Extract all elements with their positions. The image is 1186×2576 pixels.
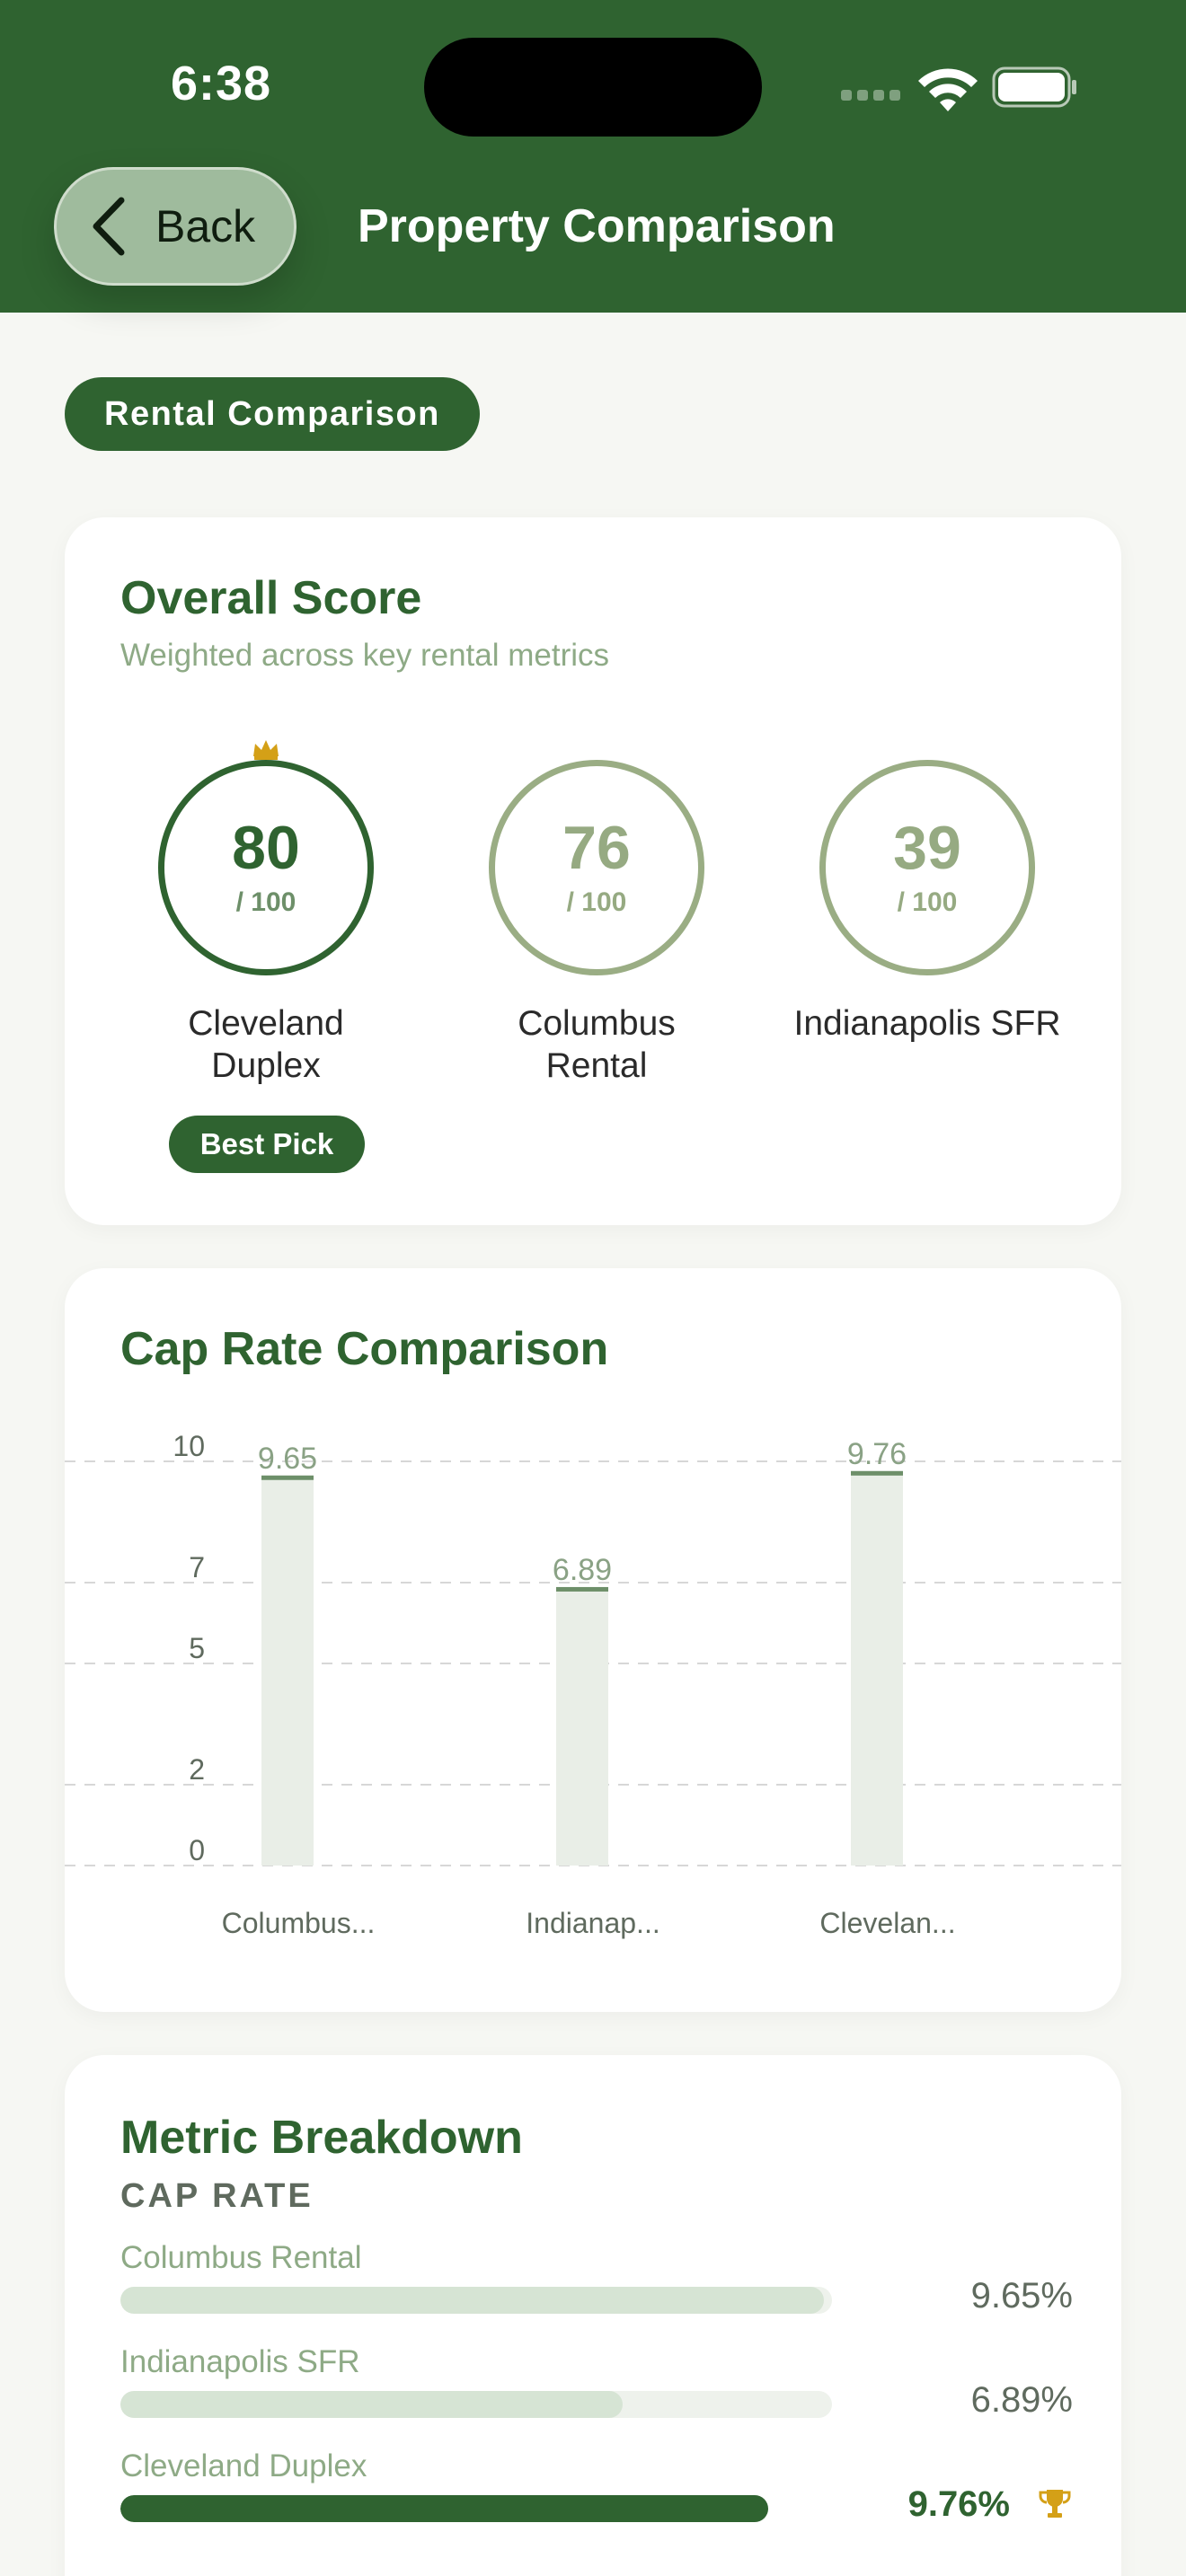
metric-breakdown-card: Metric Breakdown CAP RATE Columbus Renta… — [65, 2055, 1121, 2576]
chart-bar — [556, 1586, 608, 1866]
y-tick-label: 0 — [189, 1834, 205, 1866]
x-tick-label: Indianap... — [526, 1907, 659, 1939]
back-button[interactable]: Back — [54, 167, 296, 286]
bar-value-label: 9.65 — [258, 1442, 317, 1476]
metric-value: 9.65% — [970, 2276, 1073, 2316]
y-tick-label: 2 — [189, 1753, 205, 1786]
y-tick-label: 10 — [173, 1430, 205, 1462]
dynamic-island — [424, 38, 762, 137]
metric-bar-fill — [120, 2391, 624, 2418]
chart-bar — [851, 1470, 903, 1866]
score-max: / 100 — [897, 887, 958, 917]
score-property-name: Columbus Rental — [518, 1004, 676, 1085]
score-property-name: Indianapolis SFR — [793, 1004, 1061, 1043]
metric-bar-fill — [120, 2495, 768, 2522]
status-time: 6:38 — [171, 57, 272, 110]
chart-bar-cap — [556, 1586, 608, 1592]
x-tick-label: Clevelan... — [819, 1907, 955, 1939]
metric-row: Columbus Rental 9.65% — [120, 2240, 1073, 2339]
cap-rate-chart-title: Cap Rate Comparison — [120, 1323, 609, 1375]
metric-row: Indianapolis SFR 6.89% — [120, 2344, 1073, 2443]
metric-property-name: Indianapolis SFR — [120, 2344, 360, 2379]
score-value: 39 — [893, 814, 961, 882]
metric-breakdown-title: Metric Breakdown — [120, 2112, 523, 2164]
chart-bar — [261, 1475, 314, 1866]
metric-property-name: Cleveland Duplex — [120, 2448, 367, 2483]
chart-bar-cap — [261, 1475, 314, 1480]
metric-value: 6.89% — [970, 2380, 1073, 2420]
app-header: 6:38 Back Property Comparison — [0, 0, 1186, 313]
x-tick-label: Columbus... — [222, 1907, 376, 1939]
score-max: / 100 — [566, 887, 627, 917]
metric-bar-track — [120, 2287, 832, 2314]
metric-property-name: Columbus Rental — [120, 2240, 362, 2275]
wifi-icon — [918, 68, 978, 111]
overall-score-subtitle: Weighted across key rental metrics — [120, 638, 610, 673]
score-ring: 80 / 100 — [158, 760, 374, 975]
chart-bar-cap — [851, 1470, 903, 1476]
metric-value: 9.76% — [907, 2484, 1010, 2524]
metric-row: Cleveland Duplex 9.76% — [120, 2448, 1073, 2547]
overall-score-card: Overall Score Weighted across key rental… — [65, 517, 1121, 1225]
metric-section-label: CAP RATE — [120, 2177, 314, 2215]
score-max: / 100 — [235, 887, 296, 917]
score-ring: 39 / 100 — [819, 760, 1035, 975]
comparison-type-tag: Rental Comparison — [65, 377, 480, 451]
battery-icon — [992, 66, 1076, 108]
cap-rate-bar-chart: 0 2 5 7 10 9.65 Columbus... 6.89 Indianap... 9.76… — [65, 1430, 1121, 1939]
best-pick-badge: Best Pick — [169, 1116, 365, 1173]
chevron-left-icon — [93, 197, 125, 256]
y-tick-label: 7 — [189, 1551, 205, 1584]
cellular-signal-icon — [841, 90, 900, 101]
metric-bar-track — [120, 2495, 832, 2522]
metric-bar-track — [120, 2391, 832, 2418]
metric-bar-fill — [120, 2287, 825, 2314]
page-title: Property Comparison — [358, 200, 836, 252]
bar-value-label: 6.89 — [553, 1553, 612, 1587]
score-ring: 76 / 100 — [489, 760, 704, 975]
back-label: Back — [155, 201, 256, 251]
crown-icon — [253, 740, 279, 760]
cap-rate-chart-card: Cap Rate Comparison 0 2 5 7 10 9.65 Columbus..… — [65, 1268, 1121, 2012]
bar-value-label: 9.76 — [847, 1437, 907, 1471]
y-tick-label: 5 — [189, 1632, 205, 1664]
score-value: 80 — [232, 814, 300, 882]
score-value: 76 — [562, 814, 631, 882]
score-property-name: Cleveland Duplex — [188, 1004, 344, 1085]
overall-score-title: Overall Score — [120, 572, 422, 624]
trophy-icon — [1039, 2490, 1071, 2518]
score-list: 80 / 100 Cleveland Duplex Best Pick 76 /… — [101, 740, 1093, 1191]
